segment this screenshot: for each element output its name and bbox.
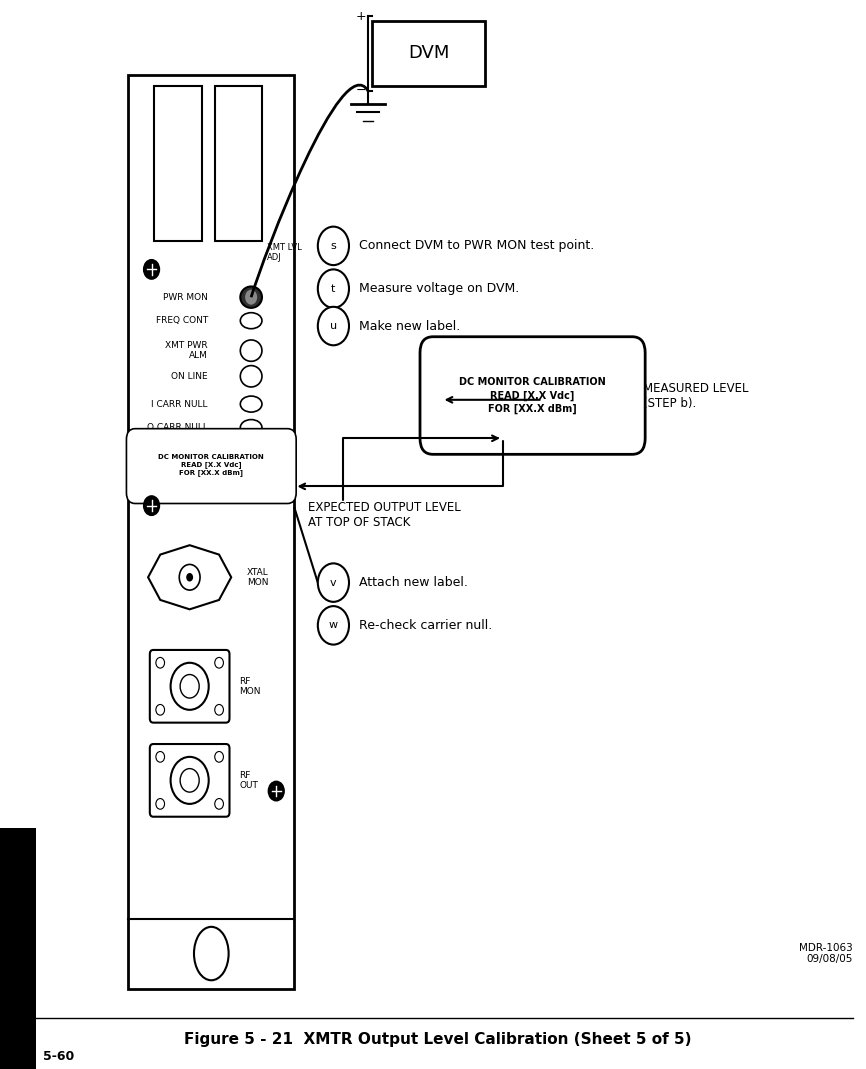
FancyBboxPatch shape (420, 337, 645, 454)
Text: XMT PWR
ALM: XMT PWR ALM (165, 341, 208, 360)
Circle shape (144, 260, 159, 279)
Bar (372, 21, 485, 86)
Text: RF
MON: RF MON (239, 677, 261, 696)
Circle shape (216, 706, 223, 714)
Circle shape (216, 659, 223, 667)
Circle shape (180, 769, 199, 792)
Circle shape (156, 799, 165, 809)
Text: TRANSMITTER: TRANSMITTER (170, 492, 253, 501)
Ellipse shape (194, 927, 229, 980)
Circle shape (156, 657, 165, 668)
Text: t: t (331, 283, 336, 294)
Text: DVM: DVM (408, 45, 449, 62)
Ellipse shape (240, 366, 262, 387)
Circle shape (215, 704, 223, 715)
Bar (0, 828, 36, 1069)
Circle shape (268, 781, 284, 801)
Ellipse shape (240, 286, 262, 308)
Circle shape (156, 752, 165, 762)
Polygon shape (148, 545, 231, 609)
Ellipse shape (240, 419, 262, 436)
Circle shape (318, 606, 349, 645)
Bar (215, 86, 262, 241)
Text: FREQ CONT: FREQ CONT (156, 316, 208, 325)
Circle shape (171, 757, 209, 804)
Text: Re-check carrier null.: Re-check carrier null. (359, 619, 493, 632)
FancyBboxPatch shape (150, 744, 229, 817)
Circle shape (144, 496, 159, 515)
Text: MEASURED LEVEL
(STEP b).: MEASURED LEVEL (STEP b). (643, 382, 748, 409)
Text: w: w (329, 620, 338, 631)
Text: DC MONITOR CALIBRATION
READ [X.X Vdc]
FOR [XX.X dBm]: DC MONITOR CALIBRATION READ [X.X Vdc] FO… (158, 453, 264, 477)
Text: EXPECTED OUTPUT LEVEL
AT TOP OF STACK: EXPECTED OUTPUT LEVEL AT TOP OF STACK (308, 501, 461, 529)
Circle shape (318, 269, 349, 308)
Ellipse shape (240, 312, 262, 329)
Text: RF
OUT: RF OUT (239, 771, 258, 790)
Circle shape (157, 659, 164, 667)
Circle shape (245, 290, 257, 305)
Text: I CARR NULL: I CARR NULL (152, 400, 208, 408)
Circle shape (318, 563, 349, 602)
Circle shape (171, 663, 209, 710)
Circle shape (318, 307, 349, 345)
Circle shape (156, 704, 165, 715)
Text: MDR-1063
09/08/05: MDR-1063 09/08/05 (799, 943, 853, 964)
Text: XTAL
MON: XTAL MON (247, 568, 268, 587)
Circle shape (215, 799, 223, 809)
Circle shape (180, 675, 199, 698)
Circle shape (216, 753, 223, 761)
Text: Connect DVM to PWR MON test point.: Connect DVM to PWR MON test point. (359, 239, 595, 252)
Text: Measure voltage on DVM.: Measure voltage on DVM. (359, 282, 520, 295)
Circle shape (179, 564, 200, 590)
Circle shape (157, 800, 164, 808)
Ellipse shape (240, 396, 262, 413)
Circle shape (186, 573, 193, 582)
Text: ON LINE: ON LINE (171, 372, 208, 381)
Text: 5-60: 5-60 (43, 1050, 74, 1063)
Circle shape (157, 706, 164, 714)
Text: Q CARR NULL: Q CARR NULL (147, 423, 208, 432)
Text: +: + (356, 10, 366, 22)
Text: DC MONITOR CALIBRATION
READ [X.X Vdc]
FOR [XX.X dBm]: DC MONITOR CALIBRATION READ [X.X Vdc] FO… (459, 377, 606, 414)
FancyBboxPatch shape (150, 650, 229, 723)
Text: −: − (356, 84, 366, 97)
Text: XMT LVL
ADJ: XMT LVL ADJ (267, 243, 301, 262)
Circle shape (215, 752, 223, 762)
Bar (128, 75, 294, 989)
Text: PWR MON: PWR MON (163, 293, 208, 301)
Text: Attach new label.: Attach new label. (359, 576, 469, 589)
Ellipse shape (240, 340, 262, 361)
Circle shape (157, 753, 164, 761)
Bar (154, 86, 202, 241)
Text: s: s (331, 241, 336, 251)
Circle shape (318, 227, 349, 265)
Circle shape (216, 800, 223, 808)
Text: u: u (330, 321, 337, 331)
Circle shape (215, 657, 223, 668)
FancyBboxPatch shape (126, 429, 296, 503)
Text: Figure 5 - 21  XMTR Output Level Calibration (Sheet 5 of 5): Figure 5 - 21 XMTR Output Level Calibrat… (184, 1032, 691, 1047)
Text: v: v (330, 577, 337, 588)
Text: Make new label.: Make new label. (359, 320, 461, 332)
